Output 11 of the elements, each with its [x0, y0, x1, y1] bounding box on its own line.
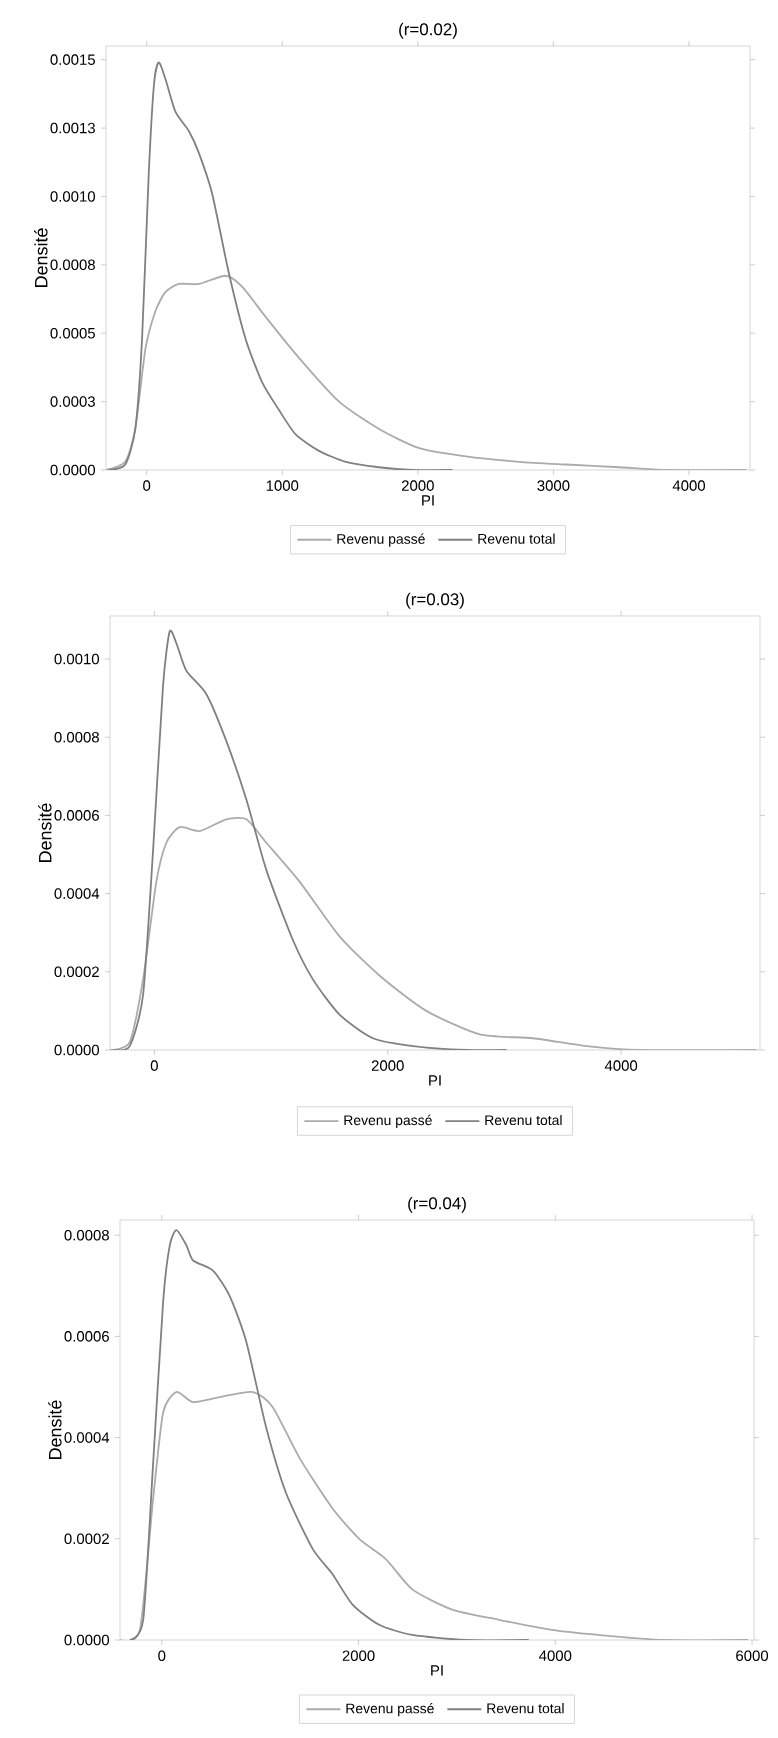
chart-title: (r=0.02) [399, 22, 457, 39]
line-series [120, 1391, 749, 1640]
chart-title: (r=0.04) [408, 1196, 466, 1213]
line-series [106, 274, 748, 470]
y-axis-title: Densité [34, 228, 48, 287]
line-series [110, 816, 758, 1050]
y-axis-title: Densité [48, 1400, 62, 1459]
y-axis-title: Densité [38, 803, 52, 862]
line-series [112, 630, 508, 1050]
line-series [129, 1229, 530, 1640]
chart-title: (r=0.03) [406, 592, 464, 609]
